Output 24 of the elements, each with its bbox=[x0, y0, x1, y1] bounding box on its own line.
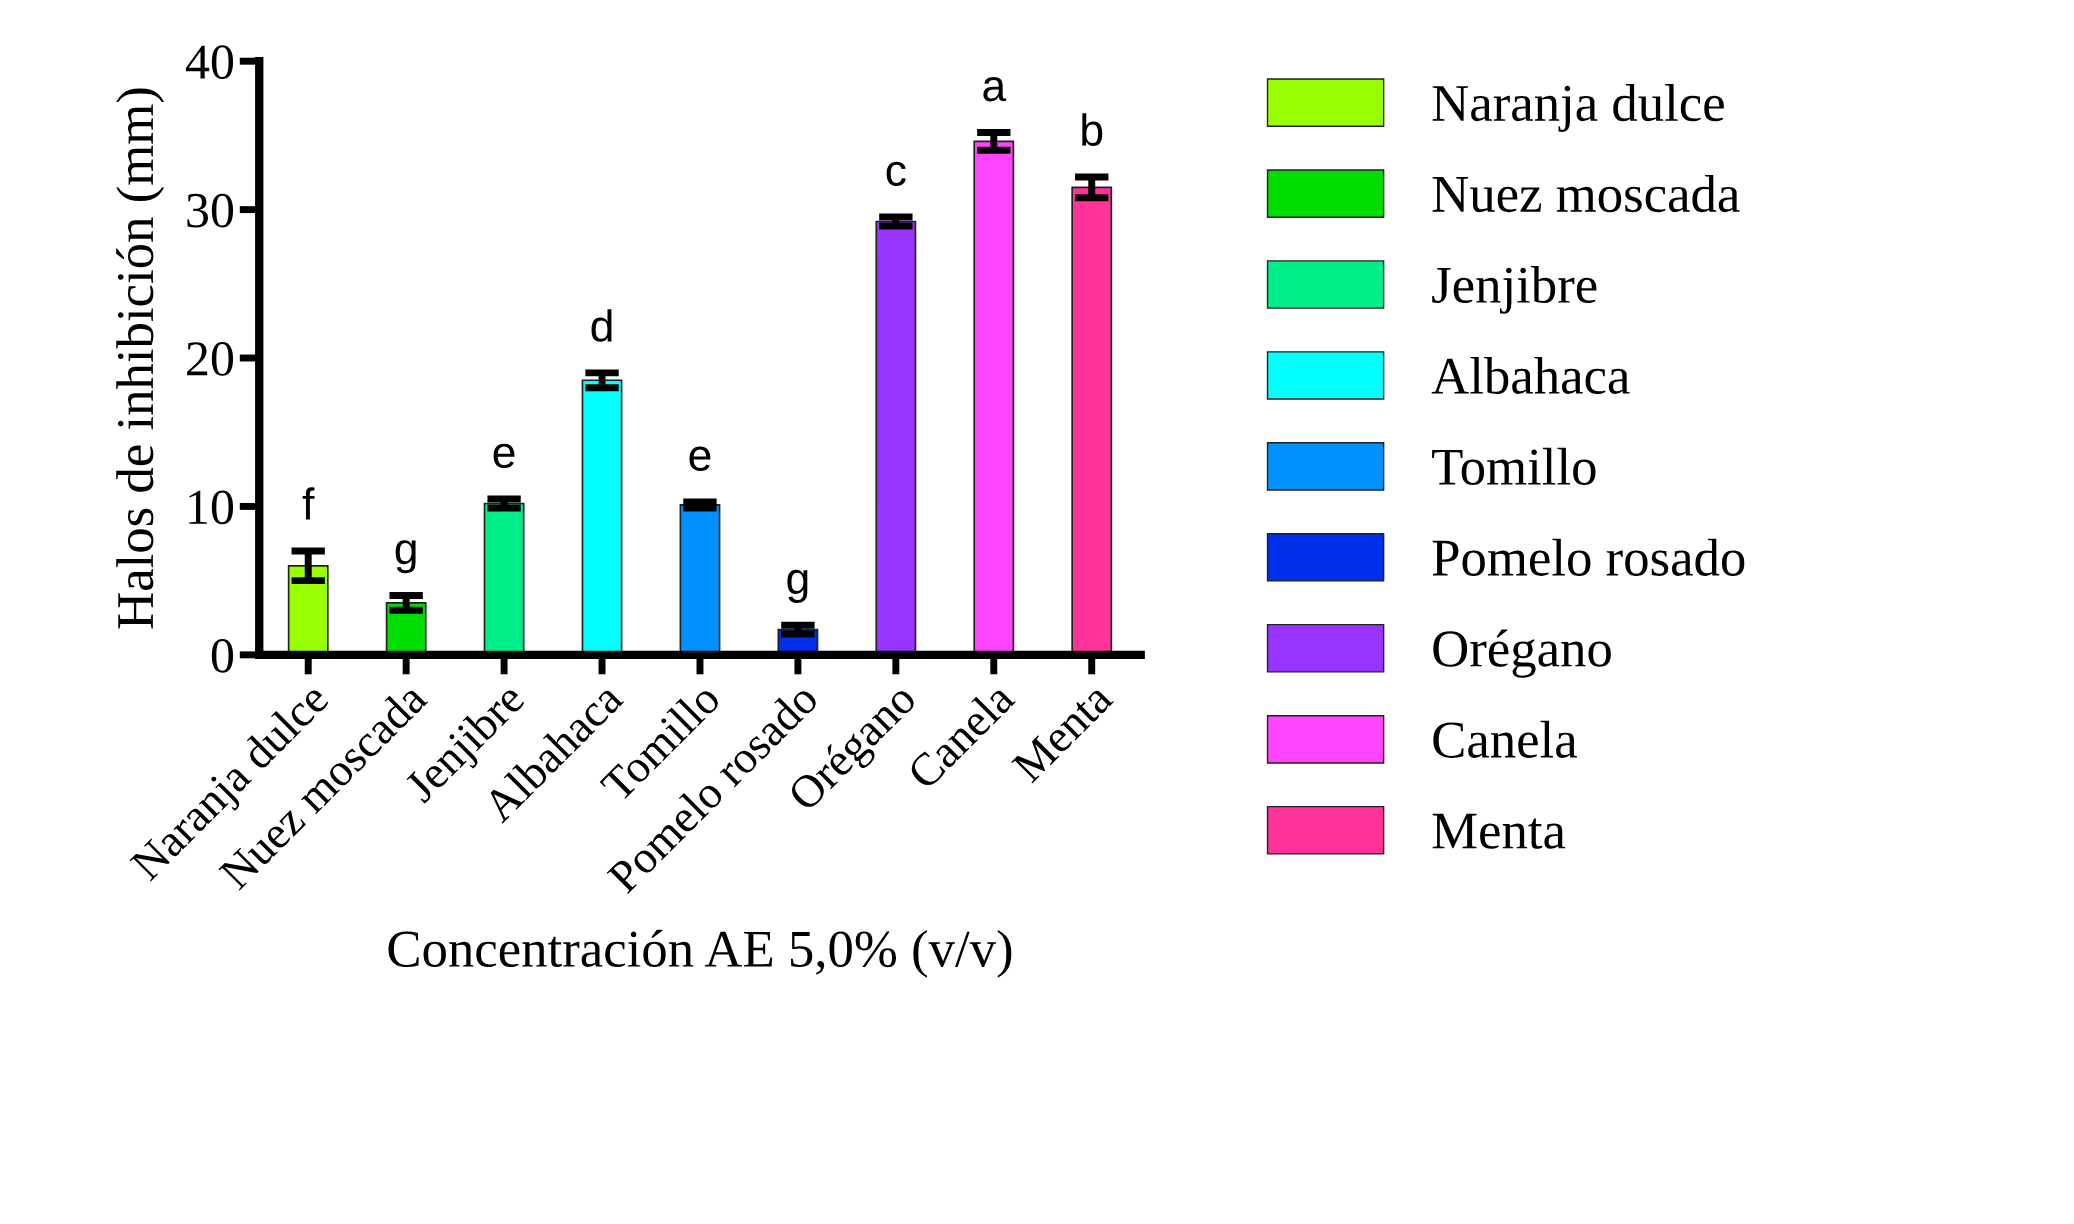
legend-label: Nuez moscada bbox=[1432, 175, 1740, 213]
y-tick-label: 10 bbox=[189, 490, 234, 525]
legend-label: Orégano bbox=[1433, 629, 1611, 678]
y-tick-label: 0 bbox=[211, 638, 234, 673]
annotation: f bbox=[302, 487, 315, 520]
legend-label: Naranja dulce bbox=[1432, 84, 1724, 132]
legend-label: Pomelo rosado bbox=[1432, 538, 1745, 576]
annotation: b bbox=[1082, 113, 1103, 146]
annotation: c bbox=[886, 161, 906, 187]
annotation: d bbox=[591, 309, 612, 342]
legend-label: Albahaca bbox=[1431, 356, 1630, 395]
annotation: g bbox=[395, 540, 416, 574]
y-tick-label: 20 bbox=[187, 342, 234, 376]
annotation: a bbox=[983, 77, 1007, 102]
x-axis-title: Concentración AE 5,0% (v/v) bbox=[388, 929, 1012, 978]
y-tick-label: 30 bbox=[187, 193, 234, 228]
y-tick-label: 40 bbox=[185, 45, 234, 80]
legend-label: Tomillo bbox=[1432, 447, 1596, 485]
annotation: e bbox=[689, 446, 711, 471]
legend-label: Jenjibre bbox=[1432, 265, 1597, 314]
annotation: g bbox=[787, 569, 808, 603]
y-axis-title: Halos de inhibición (mm) bbox=[116, 88, 165, 629]
legend-label: Menta bbox=[1432, 813, 1566, 849]
annotation: e bbox=[493, 443, 515, 468]
